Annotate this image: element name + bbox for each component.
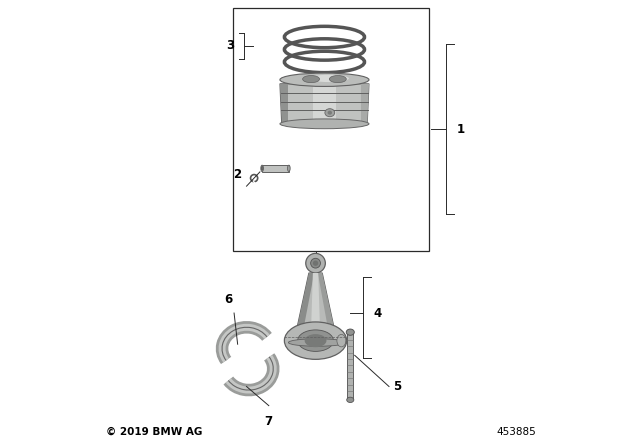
Text: 7: 7 bbox=[265, 415, 273, 428]
Bar bbox=[233, 8, 429, 251]
Ellipse shape bbox=[346, 329, 355, 335]
Polygon shape bbox=[311, 273, 320, 329]
Polygon shape bbox=[318, 273, 334, 329]
Ellipse shape bbox=[309, 75, 349, 82]
Ellipse shape bbox=[305, 334, 326, 347]
Ellipse shape bbox=[325, 109, 335, 116]
Polygon shape bbox=[297, 273, 314, 329]
Polygon shape bbox=[297, 273, 334, 329]
Ellipse shape bbox=[310, 258, 321, 268]
Text: 453885: 453885 bbox=[496, 427, 536, 437]
Ellipse shape bbox=[289, 339, 346, 346]
Ellipse shape bbox=[287, 165, 290, 172]
Ellipse shape bbox=[347, 397, 354, 403]
Ellipse shape bbox=[306, 254, 325, 273]
Polygon shape bbox=[361, 84, 369, 124]
Bar bbox=[347, 332, 353, 399]
Text: © 2019 BMW AG: © 2019 BMW AG bbox=[106, 427, 203, 437]
Text: 3: 3 bbox=[227, 39, 234, 52]
Text: 6: 6 bbox=[225, 293, 233, 306]
Bar bbox=[262, 165, 289, 172]
Ellipse shape bbox=[303, 76, 319, 82]
Ellipse shape bbox=[313, 260, 318, 266]
Ellipse shape bbox=[328, 111, 332, 115]
Polygon shape bbox=[314, 84, 335, 124]
Ellipse shape bbox=[284, 322, 347, 359]
Ellipse shape bbox=[298, 330, 333, 351]
Ellipse shape bbox=[337, 334, 346, 347]
Text: 2: 2 bbox=[234, 168, 242, 181]
Text: 5: 5 bbox=[394, 380, 402, 393]
Ellipse shape bbox=[280, 119, 369, 129]
Text: 1: 1 bbox=[457, 123, 465, 136]
Polygon shape bbox=[280, 84, 369, 124]
Ellipse shape bbox=[260, 165, 264, 172]
Ellipse shape bbox=[330, 76, 346, 82]
Polygon shape bbox=[280, 84, 288, 124]
Ellipse shape bbox=[261, 167, 263, 170]
Text: 4: 4 bbox=[374, 306, 382, 319]
Ellipse shape bbox=[280, 73, 369, 86]
